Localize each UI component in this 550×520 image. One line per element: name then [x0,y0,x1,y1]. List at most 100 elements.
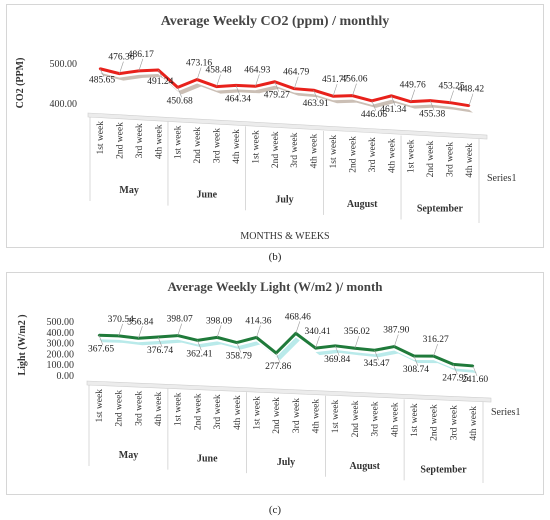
leader-line [334,345,340,356]
data-label: 362.41 [186,349,212,359]
data-point [176,334,179,337]
month-label: September [420,464,467,475]
y-tick-label: 0.00 [57,371,75,382]
y-tick-label: 500.00 [50,59,78,70]
week-label: 1st week [407,139,417,173]
leader-line [453,364,458,375]
week-label: 3rd week [135,123,145,158]
data-point [353,347,357,350]
leader-line [433,343,438,357]
chart-title: Average Weekly Light (W/m2 )/ month [167,279,383,294]
y-tick-label: 500.00 [47,317,75,328]
leader-line [138,58,144,71]
leader-line [216,74,221,87]
leader-line [119,61,124,74]
data-point [215,85,218,88]
data-label: 451.77 [322,75,348,85]
month-label: July [275,194,293,205]
data-label: 358.79 [226,352,252,362]
week-label: 1st week [410,403,420,437]
leader-line [410,89,416,102]
leader-line [429,100,435,111]
leader-line [98,335,104,346]
data-point [273,80,276,83]
month-label: July [277,457,295,468]
data-point [156,335,160,339]
y-tick-label: 400.00 [47,328,75,339]
week-label: 4th week [154,391,164,426]
data-label: 491.24 [147,77,173,87]
data-label: 356.84 [127,317,153,327]
data-label: 414.36 [245,316,271,326]
data-label: 456.06 [341,75,367,85]
data-label: 468.46 [285,312,311,322]
leader-line [315,336,320,349]
data-label: 356.02 [344,327,370,337]
leader-line [236,342,242,353]
data-point [393,345,396,348]
week-label: 2nd week [115,122,125,159]
data-label: 455.38 [419,110,445,120]
data-label: 367.65 [88,344,114,354]
data-label: 448.42 [458,85,484,95]
week-label: 3rd week [134,391,144,426]
leader-line [371,100,377,111]
leader-line [157,69,163,79]
week-label: 1st week [251,130,261,164]
leader-line [468,93,474,106]
week-label: 2nd week [272,397,282,434]
data-point [137,337,140,340]
data-label: 453.25 [439,82,465,92]
data-point [215,336,219,339]
leader-line [413,355,419,367]
leader-line [374,350,379,361]
week-label: 1st week [96,121,106,155]
data-label: 449.76 [400,81,426,91]
data-label: 473.16 [186,59,212,69]
week-label: 4th week [154,124,164,159]
week-label: 2nd week [426,140,436,177]
month-label: September [417,204,464,215]
data-point [409,100,412,103]
series-legend: Series1 [487,173,516,184]
data-label: 458.48 [205,66,231,76]
week-label: 1st week [174,392,184,426]
data-label: 479.27 [264,91,290,101]
y-axis-label: CO2 (PPM) [15,58,26,109]
data-point [293,87,296,90]
data-label: 247.95 [442,373,468,383]
co2-line-chart: Average Weekly CO2 (ppm) / monthly CO2 (P… [15,14,516,242]
week-label: 1st week [329,135,339,169]
data-label: 461.34 [380,105,406,115]
data-label: 376.74 [147,346,173,356]
data-point [137,69,141,73]
week-label: 3rd week [290,132,300,167]
week-label: 4th week [469,406,479,441]
data-point [412,354,416,358]
data-point [195,78,199,81]
week-label: 4th week [310,134,320,169]
data-label: 370.54 [108,315,134,325]
week-label: 3rd week [292,398,302,433]
series-ribbon [100,72,473,113]
x-axis-label: MONTHS & WEEKS [240,231,329,242]
week-label: 2nd week [351,400,361,437]
week-label: 2nd week [430,404,440,441]
data-label: 345.47 [364,359,390,369]
leader-line [393,334,399,347]
leader-line [235,85,241,96]
leader-line [472,365,478,377]
y-tick-label: 100.00 [47,360,75,371]
leader-line [255,74,260,87]
week-label: 2nd week [348,136,358,173]
leader-line [196,67,202,80]
week-label: 4th week [312,399,322,434]
data-label: 476.36 [108,53,134,63]
data-label: 450.68 [167,96,193,106]
week-label: 3rd week [449,405,459,440]
week-label: 4th week [233,395,243,430]
chart-floor [87,112,488,140]
week-label: 4th week [465,143,475,178]
data-label: 369.84 [324,355,350,365]
week-label: 4th week [387,138,397,173]
